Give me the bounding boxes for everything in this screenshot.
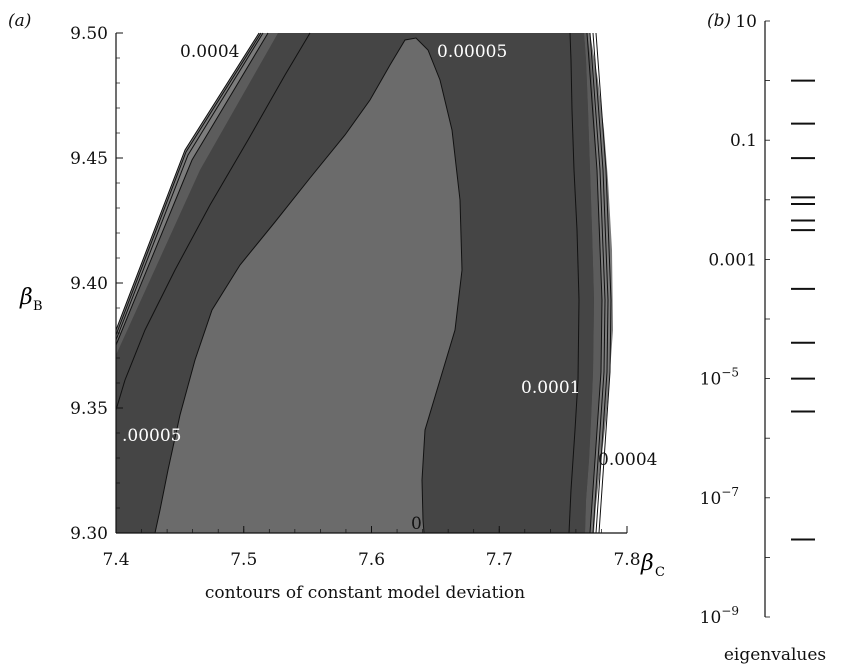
x-axis-title: contours of constant model deviation bbox=[205, 583, 525, 603]
eigen-tick-label: 0.1 bbox=[730, 131, 757, 151]
eigenvalue-marks bbox=[791, 79, 815, 541]
contour-label: 0.0004 bbox=[180, 42, 239, 62]
contour-region-lowest bbox=[155, 38, 462, 533]
contour-label: 0.0001 bbox=[521, 378, 580, 398]
contour-line-outer-right-0 bbox=[586, 32, 603, 534]
eigen-tick-label: 10−7 bbox=[700, 485, 739, 509]
contour-label: .00005 bbox=[122, 426, 181, 446]
eigenvalues-title: eigenvalues bbox=[724, 645, 826, 664]
panel-b-label: (b) bbox=[707, 11, 731, 31]
x-tick-label: 7.4 bbox=[102, 550, 129, 570]
eigen-tick-label: 0.001 bbox=[708, 250, 757, 270]
contour-line-outer-left-2 bbox=[115, 32, 262, 336]
y-tick-label: 9.30 bbox=[70, 524, 108, 544]
contour-line-outer-right-1 bbox=[589, 32, 606, 534]
eigen-tick-label: 10−9 bbox=[700, 604, 739, 628]
y-tick-label: 9.40 bbox=[70, 274, 108, 294]
x-tick-label: 7.5 bbox=[230, 550, 257, 570]
contour-line-outer-left-0 bbox=[115, 32, 269, 346]
contour-line-outer-left-3 bbox=[115, 32, 260, 331]
contour-lines bbox=[115, 32, 612, 534]
x-tick-label: 7.6 bbox=[358, 550, 385, 570]
y-axis-subscript: B bbox=[33, 299, 43, 314]
y-tick-label: 9.50 bbox=[70, 24, 108, 44]
contour-line-00005-left bbox=[115, 32, 311, 411]
contour-line-0001 bbox=[568, 32, 580, 534]
x-tick-label: 7.8 bbox=[613, 550, 640, 570]
y-tick-label: 9.45 bbox=[70, 149, 108, 169]
panel-b-axis: 10 0.1 0.001 10−5 10−7 10−9 bbox=[700, 12, 770, 628]
panel-a-label: (a) bbox=[8, 11, 31, 31]
contour-label: 0 bbox=[411, 514, 422, 534]
x-axis-beta: β bbox=[640, 551, 654, 576]
panel-b-eigenvalues: (b) 10 0.1 0.001 10−5 10−7 10−9 eigenvalues bbox=[700, 11, 827, 664]
contour-labels: 0.0004 0.00005 0.0001 .00005 0.0004 0 bbox=[122, 42, 657, 534]
contour-line-outer-right-2 bbox=[592, 32, 609, 534]
contour-label: 0.00005 bbox=[437, 42, 507, 62]
x-tick-label: 7.7 bbox=[486, 550, 513, 570]
eigen-tick-label: 10−5 bbox=[700, 366, 739, 390]
panel-a-axes: 7.4 7.5 7.6 7.7 7.8 9.30 9.35 9.40 9.45 9.50 bbox=[70, 24, 640, 570]
contour-line-outer-right-3 bbox=[595, 32, 612, 534]
x-axis-symbol: β C bbox=[640, 551, 665, 580]
contour-line-outer-left-1 bbox=[115, 32, 264, 341]
x-axis-subscript: C bbox=[655, 565, 665, 580]
eigen-tick-label: 10 bbox=[735, 12, 757, 32]
y-tick-label: 9.35 bbox=[70, 399, 108, 419]
panel-a-contour-plot: (a) 0.0004 0.00005 0.0001 .00005 0.0004 0 7.4… bbox=[8, 11, 665, 603]
y-axis-beta: β bbox=[19, 285, 33, 310]
contour-line-00005 bbox=[154, 37, 463, 534]
y-axis-symbol: β B bbox=[19, 285, 43, 314]
contour-label: 0.0004 bbox=[598, 450, 657, 470]
